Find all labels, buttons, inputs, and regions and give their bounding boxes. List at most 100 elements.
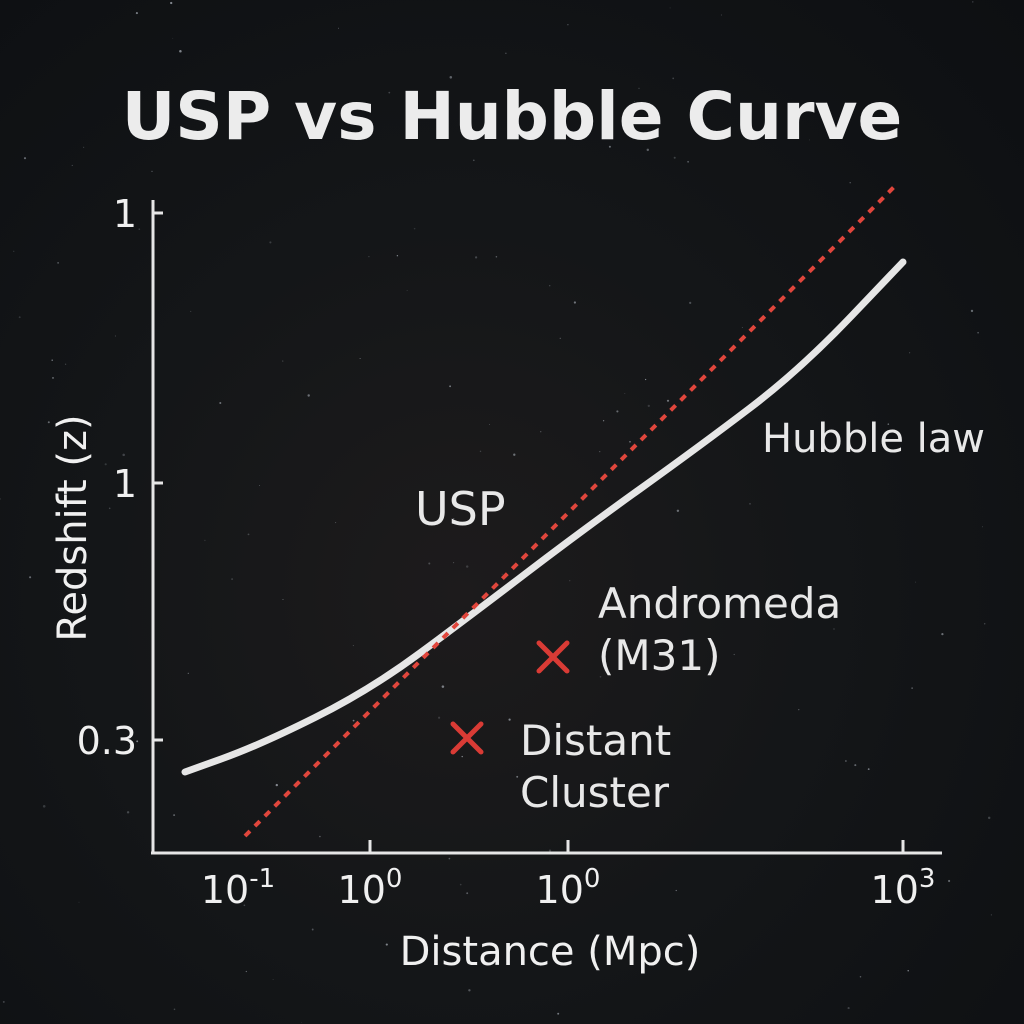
star [911, 687, 913, 689]
star [720, 14, 722, 16]
marker-label: Distant [520, 716, 671, 765]
star [673, 156, 676, 159]
star [83, 146, 85, 148]
x-tick-label: 103 [871, 864, 936, 912]
star [243, 904, 246, 907]
star [231, 578, 234, 581]
star [798, 709, 800, 711]
star [672, 77, 675, 80]
star [52, 377, 54, 379]
star [887, 423, 890, 425]
y-axis-title: Redshift (z) [50, 414, 96, 641]
star [567, 24, 569, 26]
star [352, 645, 354, 647]
star [204, 539, 206, 542]
star [646, 148, 650, 152]
star [847, 1007, 850, 1010]
star [908, 352, 911, 354]
star [465, 565, 469, 568]
star [2, 1000, 5, 1003]
star [190, 310, 192, 312]
star [557, 1012, 560, 1015]
star [741, 327, 743, 329]
star [468, 989, 471, 992]
star [990, 914, 993, 916]
star [18, 316, 21, 319]
x-tick-label: 100 [536, 864, 601, 912]
star [64, 363, 67, 365]
star [104, 463, 107, 466]
star [505, 52, 507, 54]
star [513, 453, 516, 456]
star [854, 764, 857, 767]
star [540, 431, 542, 433]
star [23, 157, 27, 160]
star [676, 509, 680, 513]
star [644, 378, 647, 381]
star [42, 805, 46, 808]
star [428, 562, 431, 565]
star [368, 255, 370, 258]
star [413, 227, 416, 230]
star [833, 628, 835, 630]
x-tick-label: 100 [338, 864, 403, 912]
star [282, 360, 284, 362]
series-label-usp: USP [415, 482, 506, 536]
star [269, 241, 272, 244]
star [616, 410, 619, 413]
star [385, 943, 388, 946]
star [948, 879, 951, 883]
star [135, 12, 138, 15]
star [849, 181, 851, 184]
star [449, 385, 451, 388]
star [108, 507, 111, 510]
star [941, 632, 944, 636]
star [733, 653, 735, 656]
star [459, 883, 462, 886]
star [475, 256, 478, 259]
star [907, 969, 909, 972]
star [970, 309, 974, 313]
star [972, 1, 974, 3]
star [599, 675, 602, 678]
star [749, 503, 751, 505]
star [136, 740, 139, 743]
star [624, 393, 626, 394]
star [0, 498, 1, 500]
star [179, 50, 182, 53]
star [608, 145, 611, 148]
marker-label: Andromeda [598, 579, 841, 628]
star [982, 526, 983, 528]
star [689, 301, 692, 305]
star [638, 87, 640, 90]
star [808, 139, 811, 141]
star [359, 358, 361, 359]
x-tick-label: 10-1 [201, 864, 275, 912]
star [449, 76, 453, 79]
marker-stroke [450, 721, 484, 755]
star [540, 965, 542, 967]
star [172, 37, 174, 39]
star [282, 598, 284, 601]
star [122, 453, 125, 457]
series-hubble-line [181, 258, 907, 776]
series-label-hubble: Hubble law [762, 416, 985, 462]
star [508, 718, 511, 721]
star [495, 255, 498, 258]
x-axis-title: Distance (Mpc) [400, 929, 701, 975]
star [151, 170, 153, 173]
marker-x-distant-cluster [450, 721, 484, 755]
star [489, 424, 490, 426]
star [859, 976, 862, 978]
star [669, 7, 671, 9]
star [13, 250, 15, 252]
star [406, 290, 408, 291]
star [272, 978, 274, 980]
starfield-background [0, 1, 993, 1023]
star [388, 91, 391, 94]
star [247, 533, 250, 536]
star [347, 106, 350, 109]
star [599, 451, 601, 453]
y-tick-label: 1 [113, 192, 137, 236]
